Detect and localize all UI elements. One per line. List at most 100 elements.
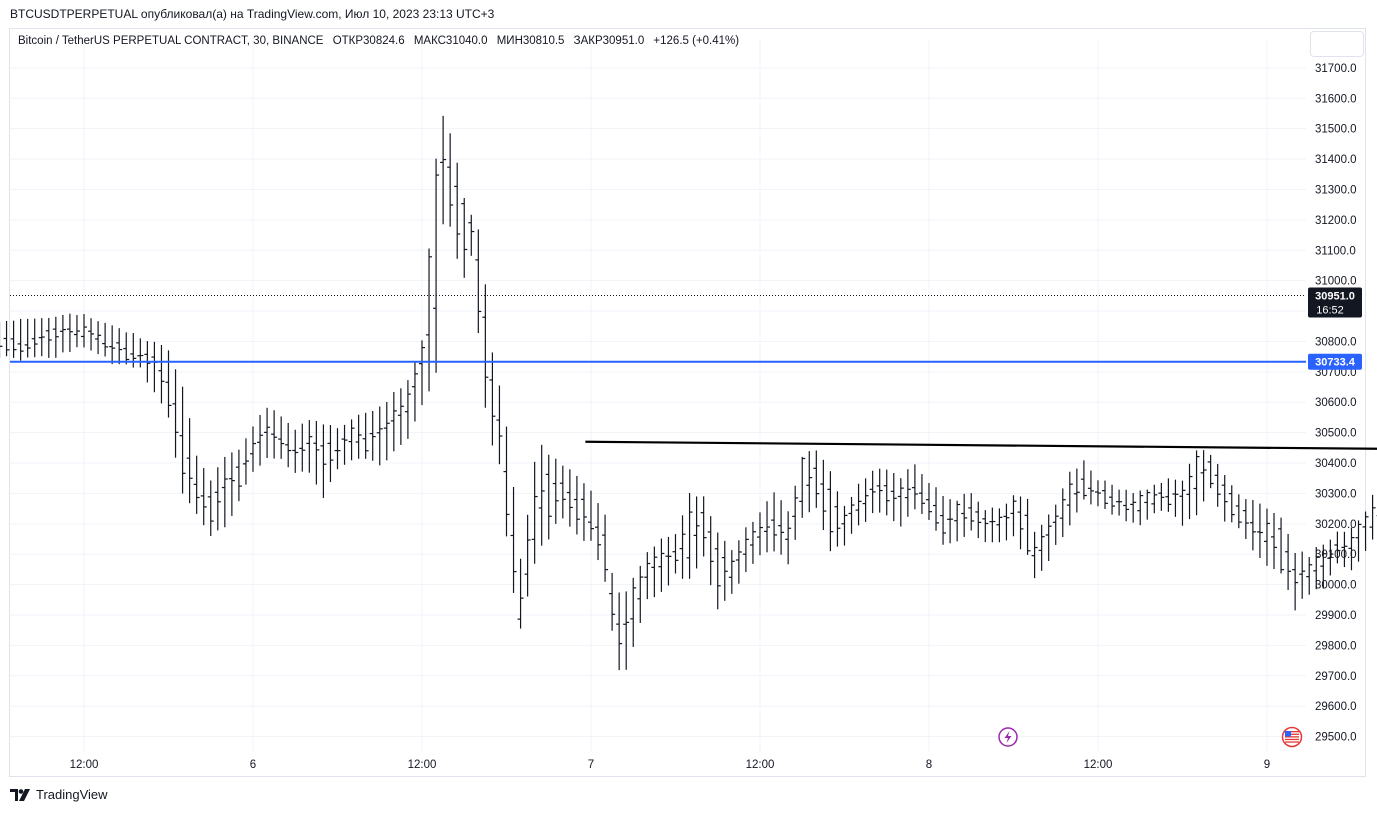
ohlc-bar — [1362, 511, 1369, 551]
y-tick-label: 30800.0 — [1315, 336, 1357, 348]
ohlc-bar — [1369, 494, 1376, 540]
ohlc-bar — [771, 492, 778, 552]
ohlc-bar — [109, 325, 116, 365]
ohlc-bar — [665, 536, 672, 586]
ohlc-bar — [813, 450, 820, 508]
ohlc-bar — [510, 486, 517, 593]
ohlc-bar — [1031, 531, 1038, 579]
ohlc-bar — [714, 532, 721, 610]
ohlc-bar — [59, 314, 66, 353]
ohlc-bar — [1073, 468, 1080, 513]
y-tick-label: 29900.0 — [1315, 610, 1357, 622]
ohlc-bar — [1207, 454, 1214, 489]
ohlc-bar — [735, 540, 742, 584]
y-tick-label: 31500.0 — [1315, 124, 1357, 136]
ohlc-bar — [165, 350, 172, 418]
ohlc-bar — [1010, 495, 1017, 537]
ohlc-bar — [102, 322, 109, 357]
legend-close: ЗАКР30951.0 — [573, 35, 645, 47]
ohlc-bar — [672, 534, 679, 574]
y-tick-label: 29800.0 — [1315, 640, 1357, 652]
ohlc-bar — [609, 572, 616, 631]
ohlc-bar — [1292, 552, 1299, 611]
ohlc-bar — [214, 467, 221, 531]
ohlc-bar — [66, 313, 73, 353]
footer-brand[interactable]: TradingView — [10, 787, 108, 802]
level-price-tag — [1308, 353, 1362, 370]
ohlc-bar — [538, 444, 545, 546]
ohlc-bar — [968, 493, 975, 531]
legend-open: ОТКР30824.6 — [332, 35, 405, 47]
ohlc-bar — [31, 318, 38, 358]
ohlc-bar — [1341, 531, 1348, 568]
ohlc-bar — [468, 214, 475, 256]
ohlc-bar — [721, 540, 728, 601]
y-tick-label: 31200.0 — [1315, 215, 1357, 227]
trendline[interactable] — [585, 440, 1377, 454]
ohlc-bar — [1285, 533, 1292, 590]
ohlc-bar — [179, 386, 186, 494]
y-tick-label: 31100.0 — [1315, 245, 1356, 257]
y-tick-label: 30100.0 — [1315, 549, 1357, 561]
ohlc-bar — [531, 461, 538, 564]
ohlc-bar — [348, 419, 355, 461]
ohlc-bar — [1024, 498, 1031, 555]
ohlc-bar — [855, 483, 862, 526]
chart-settings-box[interactable] — [1310, 31, 1364, 57]
ohlc-bar — [116, 328, 123, 365]
ohlc-bar — [461, 197, 468, 278]
ohlc-bar — [848, 496, 855, 534]
ohlc-bar — [728, 550, 735, 594]
ohlc-bar — [904, 469, 911, 517]
ohlc-bar — [890, 473, 897, 522]
footer-brand-label: TradingView — [36, 787, 108, 802]
ohlc-bar — [820, 459, 827, 531]
ohlc-bar — [285, 422, 292, 468]
us-flag-icon[interactable] — [1281, 726, 1303, 748]
ohlc-bar — [320, 424, 327, 498]
ohlc-bar — [123, 332, 130, 365]
y-tick-label: 30500.0 — [1315, 428, 1357, 440]
ohlc-bar — [911, 464, 918, 510]
ohlc-bar — [764, 501, 771, 553]
ohlc-bar — [503, 426, 510, 537]
ohlc-bar — [1179, 480, 1186, 526]
grid — [10, 40, 1306, 752]
legend-symbol[interactable]: Bitcoin / TetherUS PERPETUAL CONTRACT, 3… — [18, 35, 324, 47]
ohlc-bar — [756, 512, 763, 556]
ohlc-bar — [841, 505, 848, 546]
ohlc-bar — [292, 429, 299, 473]
ohlc-bar — [88, 318, 95, 351]
y-tick-label: 29600.0 — [1315, 701, 1357, 713]
ohlc-bar — [1256, 503, 1263, 558]
y-tick-label: 29500.0 — [1315, 732, 1357, 744]
ohlc-bar — [1263, 508, 1270, 566]
ohlc-bar — [186, 418, 193, 504]
ohlc-bar — [1137, 490, 1144, 526]
ohlc-bar — [897, 478, 904, 527]
ohlc-bar — [989, 507, 996, 543]
ohlc-bar — [404, 380, 411, 439]
ohlc-bar — [827, 471, 834, 552]
lightning-event-icon[interactable] — [998, 727, 1018, 747]
chart-frame — [9, 28, 1366, 777]
ohlc-bar — [742, 527, 749, 573]
ohlc-bar — [1214, 463, 1221, 507]
ohlc-bar — [1186, 463, 1193, 520]
ohlc-bar — [566, 469, 573, 527]
y-tick-label: 31300.0 — [1315, 184, 1357, 196]
ohlc-bar — [1271, 513, 1278, 570]
ohlc-bar — [3, 320, 10, 357]
ohlc-bar — [1299, 551, 1306, 599]
bar-countdown: 16:52 — [1316, 305, 1344, 317]
y-tick-label: 30000.0 — [1315, 580, 1357, 592]
ohlc-bar — [1144, 489, 1151, 520]
ohlc-bar — [679, 515, 686, 579]
ohlc-bar — [602, 514, 609, 582]
y-tick-label: 29700.0 — [1315, 671, 1357, 683]
ohlc-bar — [580, 483, 587, 541]
ohlc-bar — [552, 458, 559, 524]
ohlc-bar — [95, 321, 102, 355]
x-tick-label: 12:00 — [1084, 759, 1113, 771]
